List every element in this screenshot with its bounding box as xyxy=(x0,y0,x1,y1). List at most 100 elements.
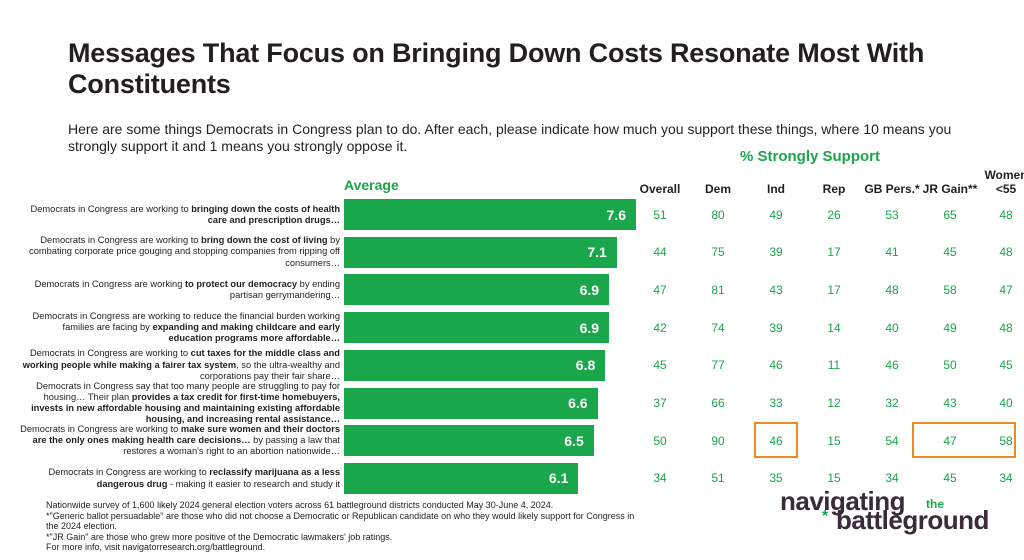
message-label: Democrats in Congress are working to cut… xyxy=(22,348,340,381)
support-cell: 66 xyxy=(711,396,725,410)
page-title: Messages That Focus on Bringing Down Cos… xyxy=(68,38,925,99)
support-cell: 42 xyxy=(653,320,667,335)
support-cell: 75 xyxy=(711,245,725,260)
average-value-label: 6.5 xyxy=(564,432,584,449)
support-cell: 46 xyxy=(769,433,783,448)
average-bar xyxy=(344,387,598,419)
average-value-label: 6.6 xyxy=(568,395,588,411)
support-cell: 34 xyxy=(885,471,899,486)
average-bar xyxy=(344,462,579,494)
support-cell: 48 xyxy=(999,207,1013,222)
average-bar xyxy=(344,199,636,230)
support-cell: 41 xyxy=(885,245,899,260)
footnote-survey: Nationwide survey of 1,600 likely 2024 g… xyxy=(46,500,554,510)
average-bar xyxy=(344,312,610,344)
support-cell: 51 xyxy=(711,471,725,486)
average-value-label: 6.9 xyxy=(579,319,600,336)
column-header: Overall xyxy=(639,182,681,196)
support-cell: 65 xyxy=(943,207,957,222)
support-cell: 43 xyxy=(943,396,957,410)
footnotes: Nationwide survey of 1,600 likely 2024 g… xyxy=(46,500,646,553)
footnote-gb: *"Generic ballot persuadable" are those … xyxy=(46,510,635,532)
message-label: Democrats in Congress are working to red… xyxy=(32,310,340,343)
column-header: Women <55 xyxy=(984,168,1024,196)
average-value-label: 7.1 xyxy=(587,244,607,261)
support-cell: 58 xyxy=(999,433,1013,448)
message-label: Democrats in Congress are working to bri… xyxy=(29,235,340,268)
support-cell: 48 xyxy=(999,320,1013,335)
support-cell: 35 xyxy=(769,471,783,486)
average-value-label: 6.9 xyxy=(579,281,600,298)
support-cell: 48 xyxy=(885,282,899,297)
support-cell: 40 xyxy=(999,396,1013,410)
support-cell: 46 xyxy=(769,358,783,373)
highlight-box xyxy=(912,422,1016,459)
support-cell: 17 xyxy=(827,282,841,297)
average-label: Average xyxy=(344,177,399,193)
message-label: Democrats in Congress are working to mak… xyxy=(20,423,340,457)
support-cell: 51 xyxy=(653,207,667,222)
support-cell: 58 xyxy=(943,282,957,297)
average-bar xyxy=(344,349,606,381)
survey-question: Here are some things Democrats in Congre… xyxy=(68,121,952,154)
support-cell: 43 xyxy=(769,282,783,297)
support-cell: 48 xyxy=(999,245,1013,260)
support-cell: 11 xyxy=(827,358,841,373)
column-header: JR Gain** xyxy=(922,182,978,196)
logo-word-battleground: battleground xyxy=(836,505,989,535)
support-cell: 12 xyxy=(827,396,841,410)
support-cell: 90 xyxy=(711,433,725,448)
support-cell: 80 xyxy=(711,207,725,222)
support-cell: 47 xyxy=(943,433,957,448)
support-cell: 81 xyxy=(711,282,725,297)
support-cell: 14 xyxy=(827,320,841,335)
footnote-jr: *"JR Gain" are those who grew more posit… xyxy=(46,531,393,542)
strong-support-header: % Strongly Support xyxy=(740,148,880,165)
support-cell: 74 xyxy=(711,320,725,335)
average-value-label: 6.1 xyxy=(548,470,569,487)
support-cell: 45 xyxy=(943,471,957,486)
support-cell: 77 xyxy=(711,358,725,373)
message-label: Democrats in Congress are working to rec… xyxy=(48,467,340,489)
column-header: GB Pers.* xyxy=(864,182,920,196)
support-cell: 39 xyxy=(769,320,783,335)
logo-word-navigating: navigating xyxy=(780,486,906,516)
support-cell: 49 xyxy=(769,207,783,222)
average-value-label: 7.6 xyxy=(606,206,626,223)
support-cell: 45 xyxy=(943,245,957,260)
support-cell: 39 xyxy=(769,245,783,260)
logo-word-the: the xyxy=(926,497,944,511)
support-cell: 17 xyxy=(827,245,841,260)
support-cell: 54 xyxy=(885,433,899,448)
support-cell: 50 xyxy=(653,433,667,448)
average-bar xyxy=(344,274,610,306)
support-cell: 32 xyxy=(885,396,899,410)
message-label: Democrats in Congress are working to bri… xyxy=(30,203,340,225)
support-cell: 40 xyxy=(885,320,899,335)
support-cell: 46 xyxy=(885,358,899,373)
support-cell: 33 xyxy=(769,396,783,410)
average-bar xyxy=(344,425,594,457)
support-cell: 45 xyxy=(653,358,667,373)
support-cell: 34 xyxy=(999,471,1013,486)
column-header: Rep xyxy=(822,182,846,196)
average-bar xyxy=(344,236,617,268)
support-cell: 47 xyxy=(999,282,1013,297)
support-cell: 50 xyxy=(943,358,957,373)
support-cell: 15 xyxy=(827,471,841,486)
support-cell: 44 xyxy=(653,245,667,260)
support-cell: 26 xyxy=(827,207,841,222)
support-cell: 47 xyxy=(653,282,667,297)
support-cell: 15 xyxy=(827,433,841,448)
message-label: Democrats in Congress say that too many … xyxy=(31,380,340,425)
average-value-label: 6.8 xyxy=(575,357,596,374)
column-header: Dem xyxy=(704,182,731,196)
support-cell: 49 xyxy=(943,320,957,335)
logo-star-icon: * xyxy=(822,508,829,525)
footnote-info: For more info, visit navigatorresearch.o… xyxy=(46,542,266,553)
support-cell: 34 xyxy=(653,471,667,486)
message-label: Democrats in Congress are working to pro… xyxy=(34,278,340,301)
support-cell: 53 xyxy=(885,207,899,222)
highlight-box xyxy=(754,422,798,459)
column-header: Ind xyxy=(767,182,785,196)
